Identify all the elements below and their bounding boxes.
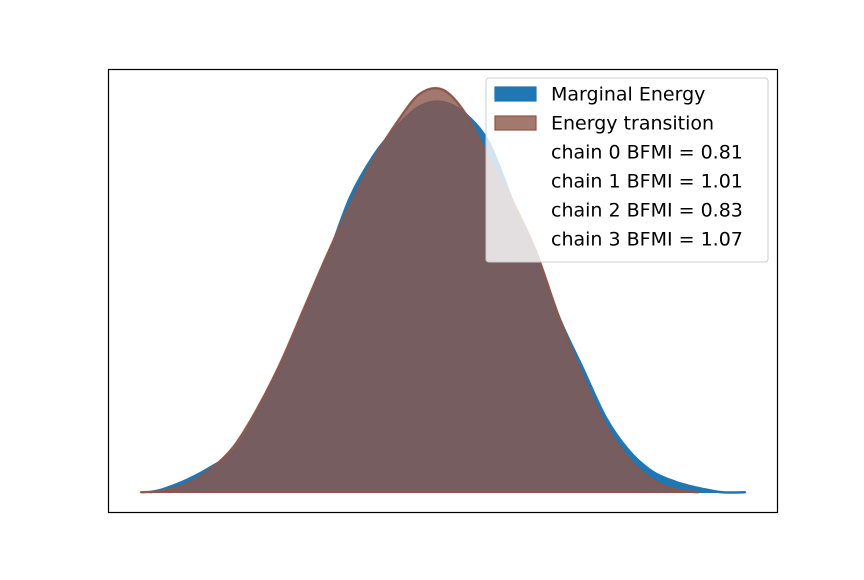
legend-label-0: Marginal Energy — [551, 84, 705, 106]
axes-frame — [107, 68, 779, 514]
legend-swatch-1 — [494, 115, 537, 131]
legend-label-2: chain 0 BFMI = 0.81 — [551, 142, 743, 164]
legend-label-4: chain 2 BFMI = 0.83 — [551, 200, 743, 222]
legend-box — [485, 77, 769, 263]
line-energy-transition — [140, 86, 700, 494]
legend-swatch-0 — [494, 86, 537, 102]
legend-label-3: chain 1 BFMI = 1.01 — [551, 171, 743, 193]
legend: Marginal Energy Energy transition chain 0 … — [485, 77, 769, 263]
plot-area — [139, 86, 747, 494]
legend-label-5: chain 3 BFMI = 1.07 — [551, 229, 743, 251]
legend-label-1: Energy transition — [551, 113, 714, 135]
